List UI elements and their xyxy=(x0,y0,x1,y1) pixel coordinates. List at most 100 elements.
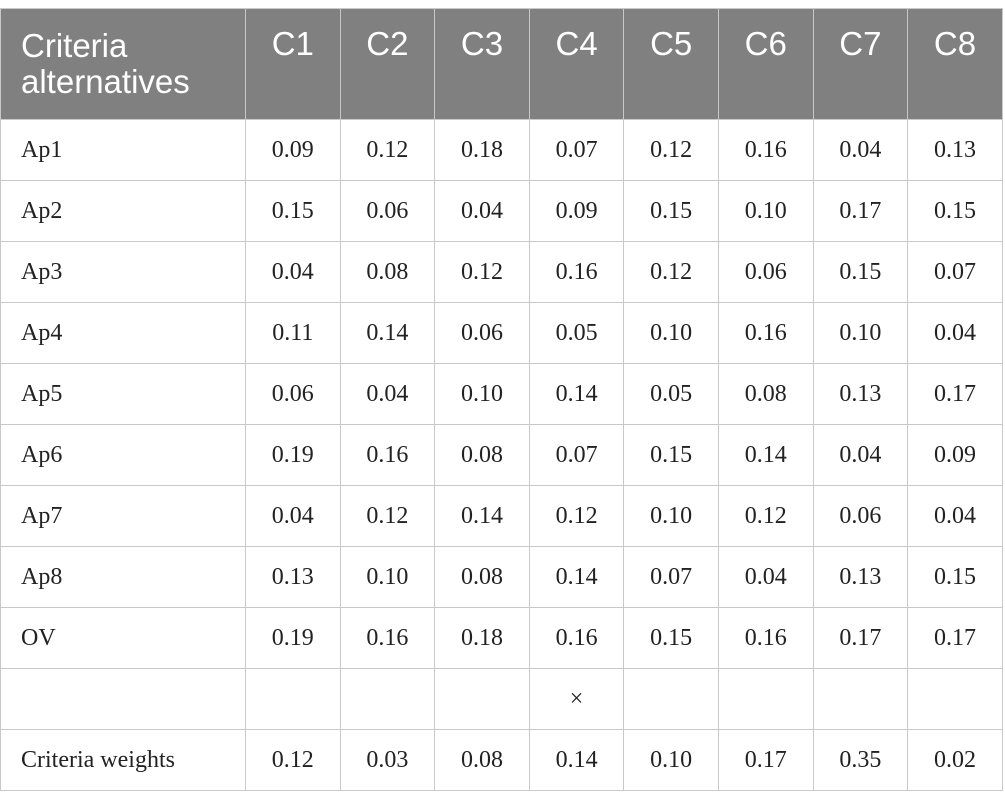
table-cell: 0.19 xyxy=(245,607,341,669)
row-label: Ap6 xyxy=(0,424,246,486)
table-cell: 0.12 xyxy=(339,485,436,547)
table-cell: 0.10 xyxy=(717,180,814,242)
table-cell: 0.05 xyxy=(528,302,625,364)
table-cell: 0.06 xyxy=(339,180,436,242)
criteria-weights-table: Criteria alternatives C1 C2 C3 C4 C5 C6 … xyxy=(0,8,1003,791)
table-cell: 0.13 xyxy=(245,546,341,608)
table-cell: 0.15 xyxy=(245,180,341,242)
table-cell: 0.12 xyxy=(339,119,436,181)
table-cell: 0.17 xyxy=(717,729,814,791)
table-cell: 0.35 xyxy=(812,729,909,791)
table-cell: 0.12 xyxy=(717,485,814,547)
table-cell xyxy=(907,668,1003,730)
table-cell: 0.06 xyxy=(717,241,814,303)
table-cell: 0.08 xyxy=(434,729,530,791)
table-cell: 0.06 xyxy=(434,302,530,364)
table-row: × xyxy=(0,668,1003,730)
table-cell: 0.10 xyxy=(434,363,530,425)
table-cell: 0.04 xyxy=(907,485,1003,547)
table-cell: 0.05 xyxy=(623,363,719,425)
table-cell: 0.16 xyxy=(717,302,814,364)
table-cell: 0.04 xyxy=(812,119,909,181)
header-c1: C1 xyxy=(245,8,341,120)
row-label: OV xyxy=(0,607,246,669)
table-row: Ap7 0.04 0.12 0.14 0.12 0.10 0.12 0.06 0.04 xyxy=(0,485,1003,547)
table-body: Ap1 0.09 0.12 0.18 0.07 0.12 0.16 0.04 0.13 Ap2 0.… xyxy=(0,119,1003,791)
table-cell: 0.10 xyxy=(812,302,909,364)
table-cell: 0.19 xyxy=(245,424,341,486)
table-cell: 0.14 xyxy=(339,302,436,364)
header-c7: C7 xyxy=(812,8,909,120)
row-label: Ap3 xyxy=(0,241,246,303)
header-c4: C4 xyxy=(528,8,625,120)
table-cell: 0.04 xyxy=(907,302,1003,364)
table-cell: 0.16 xyxy=(717,119,814,181)
row-label: Ap5 xyxy=(0,363,246,425)
row-label: Ap7 xyxy=(0,485,246,547)
table-cell: 0.15 xyxy=(812,241,909,303)
row-label: Ap8 xyxy=(0,546,246,608)
row-label: Criteria weights xyxy=(0,729,246,791)
table-cell: 0.08 xyxy=(434,546,530,608)
table-cell: 0.14 xyxy=(528,546,625,608)
table-cell: 0.18 xyxy=(434,119,530,181)
table-cell: 0.06 xyxy=(245,363,341,425)
table-cell: 0.12 xyxy=(434,241,530,303)
table-cell: 0.09 xyxy=(907,424,1003,486)
table-cell: 0.09 xyxy=(528,180,625,242)
table-cell: 0.15 xyxy=(623,180,719,242)
table-cell: 0.04 xyxy=(434,180,530,242)
row-label: Ap2 xyxy=(0,180,246,242)
table-cell: 0.12 xyxy=(245,729,341,791)
table-cell: 0.06 xyxy=(812,485,909,547)
table-cell: 0.04 xyxy=(339,363,436,425)
table-cell: 0.12 xyxy=(528,485,625,547)
table-cell xyxy=(717,668,814,730)
table-cell: 0.16 xyxy=(528,607,625,669)
table-row: OV 0.19 0.16 0.18 0.16 0.15 0.16 0.17 0.17 xyxy=(0,607,1003,669)
header-c5: C5 xyxy=(623,8,719,120)
header-c2: C2 xyxy=(339,8,436,120)
table-cell: 0.16 xyxy=(339,607,436,669)
row-label: Ap4 xyxy=(0,302,246,364)
table-cell: 0.07 xyxy=(528,119,625,181)
table-cell: 0.17 xyxy=(907,607,1003,669)
table-cell: 0.17 xyxy=(812,607,909,669)
header-label-line1: Criteria xyxy=(21,27,128,64)
table-cell: 0.17 xyxy=(907,363,1003,425)
table-cell: 0.12 xyxy=(623,241,719,303)
table-cell: 0.04 xyxy=(245,241,341,303)
table-header: Criteria alternatives C1 C2 C3 C4 C5 C6 … xyxy=(0,8,1003,120)
table-cell: 0.18 xyxy=(434,607,530,669)
row-label xyxy=(0,668,246,730)
table-cell: 0.03 xyxy=(339,729,436,791)
table-row: Criteria weights 0.12 0.03 0.08 0.14 0.10 0.17… xyxy=(0,729,1003,791)
header-c3: C3 xyxy=(434,8,530,120)
table-cell xyxy=(434,668,530,730)
table-row: Ap2 0.15 0.06 0.04 0.09 0.15 0.10 0.17 0.15 xyxy=(0,180,1003,242)
table-cell: 0.15 xyxy=(907,546,1003,608)
table-cell: 0.14 xyxy=(528,363,625,425)
table-cell: 0.11 xyxy=(245,302,341,364)
table-cell: 0.13 xyxy=(812,546,909,608)
table-cell: 0.13 xyxy=(907,119,1003,181)
table-cell: 0.08 xyxy=(339,241,436,303)
table-row: Ap8 0.13 0.10 0.08 0.14 0.07 0.04 0.13 0.15 xyxy=(0,546,1003,608)
header-c8: C8 xyxy=(907,8,1003,120)
table-cell: 0.07 xyxy=(623,546,719,608)
table-cell: 0.14 xyxy=(717,424,814,486)
table-cell: 0.10 xyxy=(623,485,719,547)
table-cell: 0.16 xyxy=(717,607,814,669)
criteria-table-container: Criteria alternatives C1 C2 C3 C4 C5 C6 … xyxy=(0,8,1003,791)
table-cell: 0.04 xyxy=(717,546,814,608)
table-cell: 0.04 xyxy=(812,424,909,486)
table-cell: 0.10 xyxy=(339,546,436,608)
table-cell: 0.04 xyxy=(245,485,341,547)
table-row: Ap3 0.04 0.08 0.12 0.16 0.12 0.06 0.15 0.07 xyxy=(0,241,1003,303)
table-cell: 0.17 xyxy=(812,180,909,242)
table-row: Ap4 0.11 0.14 0.06 0.05 0.10 0.16 0.10 0.04 xyxy=(0,302,1003,364)
table-cell: × xyxy=(528,668,625,730)
table-cell: 0.10 xyxy=(623,302,719,364)
table-cell: 0.12 xyxy=(623,119,719,181)
table-cell xyxy=(812,668,909,730)
